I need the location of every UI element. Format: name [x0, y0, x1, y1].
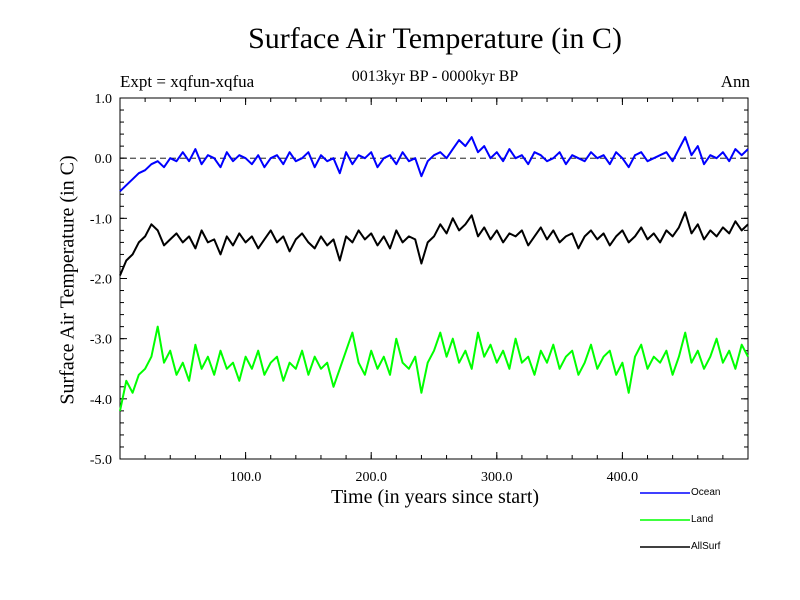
y-tick-label: -1.0: [90, 212, 112, 227]
chart-subtitle: 0013kyr BP - 0000kyr BP: [351, 68, 519, 85]
y-tick-label: 0.0: [95, 152, 113, 167]
y-tick-label: 1.0: [95, 92, 113, 107]
x-axis-label: Time (in years since start): [330, 486, 540, 508]
y-tick-label: -3.0: [90, 333, 112, 348]
legend-label-land: Land: [691, 514, 714, 525]
axis-ticks: [120, 97, 748, 460]
series-line-allsurf: [119, 211, 749, 276]
series-line-ocean: [119, 136, 749, 193]
chart-title: Surface Air Temperature (in C): [248, 22, 622, 55]
y-tick-label: -4.0: [90, 393, 112, 408]
series-line-land: [119, 325, 749, 412]
plot-frame: [119, 97, 749, 460]
season-label: Ann: [720, 72, 750, 91]
x-tick-label: 400.0: [607, 470, 639, 485]
x-tick-label: 300.0: [481, 470, 513, 485]
legend-label-allsurf: AllSurf: [691, 541, 721, 552]
series-lines: [119, 136, 749, 412]
axis-tick-labels: 1.0 0.0 -1.0 -2.0 -3.0 -4.0 -5.0 100.0 200.0 300.…: [90, 92, 638, 485]
legend-label-ocean: Ocean: [691, 487, 721, 498]
y-tick-label: -5.0: [90, 453, 112, 468]
experiment-label: Expt = xqfun-xqfua: [120, 72, 255, 91]
x-tick-label: 100.0: [230, 470, 262, 485]
x-tick-label: 200.0: [355, 470, 387, 485]
y-tick-label: -2.0: [90, 273, 112, 288]
legend-lines: [640, 492, 690, 548]
y-axis-label: Surface Air Temperature (in C): [56, 155, 79, 405]
